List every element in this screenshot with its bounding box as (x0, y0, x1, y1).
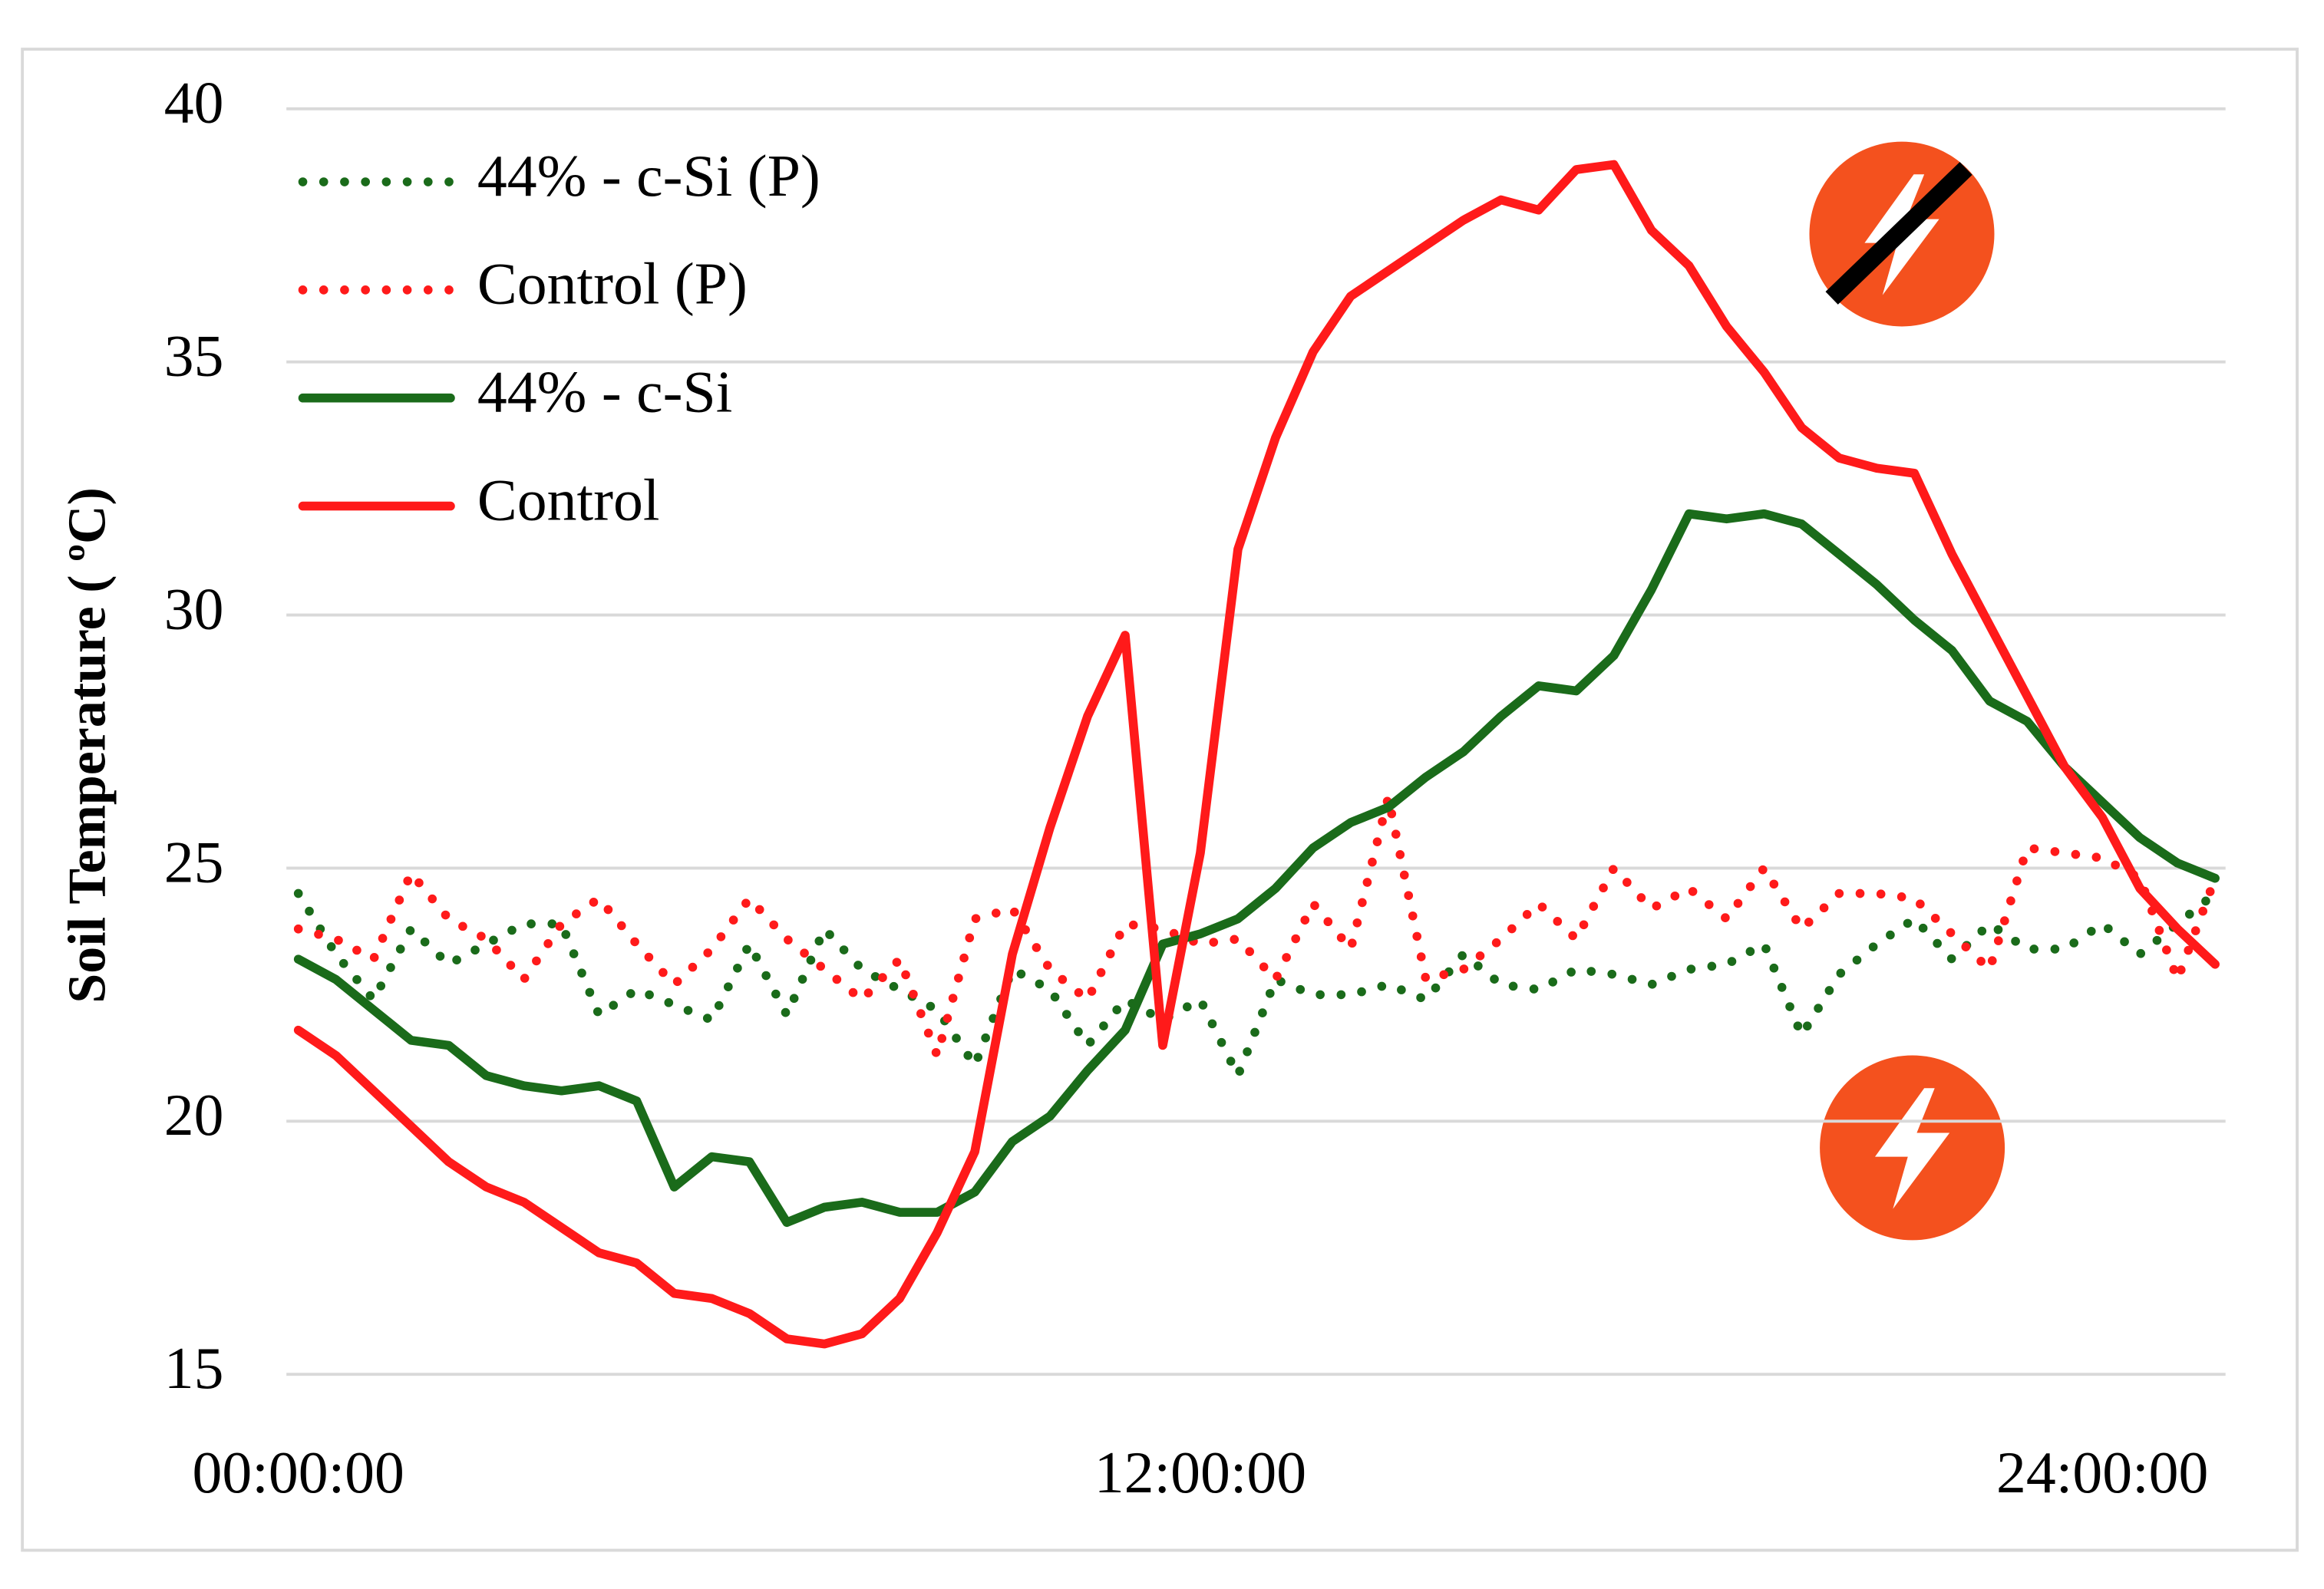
y-tick-label: 30 (164, 575, 224, 641)
y-tick-label: 15 (164, 1335, 224, 1401)
legend-label: Control (P) (477, 251, 748, 317)
line (293, 160, 2220, 1349)
line (293, 509, 2220, 1228)
y-tick-label: 40 (164, 70, 224, 136)
legend-label: Control (477, 466, 660, 532)
y-tick-label: 20 (164, 1082, 224, 1148)
legend-label: 44% - c-Si (P) (477, 143, 820, 209)
y-axis-label: Soil Temperature ( ºC) (58, 487, 117, 1003)
icon-power (1820, 1055, 2005, 1241)
y-tick-label: 25 (164, 829, 224, 895)
icon-no-power (1809, 141, 1995, 327)
y-tick-label: 35 (164, 323, 224, 389)
legend-label: 44% - c-Si (477, 359, 732, 425)
x-tick-label: 12:00:00 (1094, 1439, 1306, 1505)
x-tick-label: 24:00:00 (1996, 1439, 2208, 1505)
x-tick-label: 00:00:00 (193, 1439, 404, 1505)
